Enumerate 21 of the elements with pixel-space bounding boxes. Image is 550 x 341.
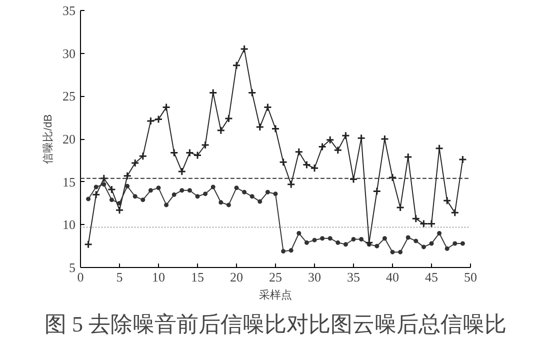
y-tick-label: 5 — [69, 260, 76, 275]
x-tick-label: 45 — [425, 270, 438, 284]
x-tick-label: 40 — [386, 270, 399, 284]
y-axis-title: 信噪比/dB — [42, 114, 54, 164]
x-tick-label: 15 — [191, 270, 204, 284]
x-tick-label: 35 — [347, 270, 360, 284]
x-tick-label: 30 — [308, 270, 321, 284]
y-tick-label: 35 — [62, 3, 76, 18]
x-tick-label: 0 — [77, 270, 84, 284]
x-tick-label: 25 — [269, 270, 282, 284]
y-tick-label: 25 — [62, 88, 76, 104]
y-tick-label: 15 — [62, 174, 76, 190]
text: 图 5 去除噪音前后信噪比对比图云噪后总信噪比 — [44, 312, 506, 336]
y-tick-label: 20 — [62, 132, 76, 146]
x-tick-label: 5 — [116, 270, 123, 284]
y-tick-label: 30 — [62, 46, 76, 61]
x-tick-label: 10 — [152, 270, 165, 284]
x-tick-label: 50 — [464, 270, 477, 284]
x-tick-label: 20 — [230, 270, 243, 284]
y-tick-label: 10 — [62, 217, 76, 232]
x-axis-title: 采样点 — [259, 288, 292, 302]
